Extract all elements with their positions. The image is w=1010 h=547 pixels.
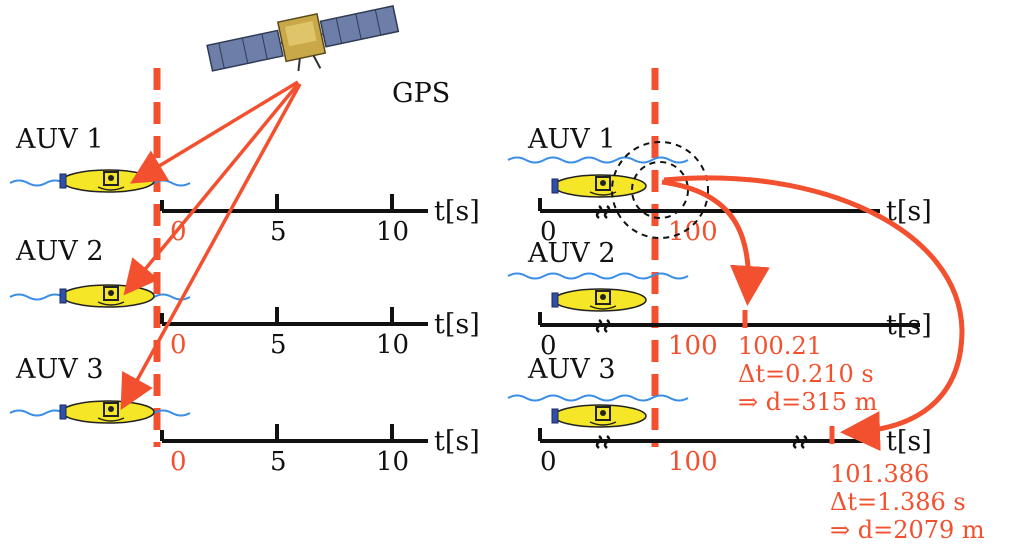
left-auv-3: AUV 3 0 5 10 t[s]: [9, 354, 480, 477]
auv-label: AUV 3: [15, 354, 104, 385]
tick-label: 0: [540, 217, 557, 247]
tick-label: 10: [376, 447, 409, 477]
left-auv-2: AUV 2 0 5 10 t[s]: [9, 236, 480, 360]
auv-icon: [59, 400, 155, 424]
auv-label: AUV 2: [527, 238, 616, 269]
delta-time-label: Δt=1.386 s: [830, 488, 966, 516]
time-axis: [538, 426, 880, 444]
tick-label: 10: [376, 330, 409, 360]
axis-unit-label: t[s]: [434, 196, 480, 227]
wave-icon: [507, 394, 689, 402]
time-axis: [160, 194, 428, 213]
tick-label: 0: [540, 447, 557, 477]
tick-label: 10: [376, 217, 409, 247]
arrival-time-label: 101.386: [830, 460, 929, 488]
left-auv-1: AUV 1 0 5 10 t[s]: [9, 124, 480, 247]
auv-label: AUV 1: [15, 124, 104, 155]
time-axis: [538, 310, 920, 328]
wave-icon: [507, 272, 689, 280]
auv-icon: [59, 284, 155, 308]
auv-icon: [551, 404, 647, 428]
time-axis: [160, 424, 428, 443]
tick-label: 5: [270, 217, 287, 247]
tick-label: 100: [668, 331, 718, 361]
axis-unit-label: t[s]: [434, 426, 480, 457]
axis-unit-label: t[s]: [886, 310, 932, 341]
time-axis: [160, 307, 428, 326]
gps-label: GPS: [392, 78, 450, 109]
right-auv-2: AUV 2 0 100 t[s] 100.21 Δt=0.210 s ⇒ d=3…: [507, 238, 932, 416]
auv-icon: [551, 288, 647, 312]
axis-unit-label: t[s]: [886, 426, 932, 457]
delta-time-label: Δt=0.210 s: [738, 360, 874, 388]
tick-label: 0: [170, 447, 187, 477]
right-auv-3: AUV 3 0 100 t[s] 101.386 Δt=1.386 s ⇒ d=…: [507, 354, 985, 544]
time-axis: [538, 198, 880, 213]
auv-label: AUV 2: [15, 236, 104, 267]
auv-label: AUV 1: [527, 124, 616, 155]
acoustic-arrows: [661, 175, 965, 452]
auv-label: AUV 3: [527, 354, 616, 385]
distance-label: ⇒ d=315 m: [738, 388, 878, 416]
distance-label: ⇒ d=2079 m: [830, 516, 985, 544]
tick-label: 5: [270, 330, 287, 360]
tick-label: 5: [270, 447, 287, 477]
tick-label: 100: [668, 217, 718, 247]
gps-signal-arrows: [120, 80, 302, 411]
right-auv-1: AUV 1 0 100 t[s]: [507, 124, 932, 247]
axis-unit-label: t[s]: [434, 309, 480, 340]
arrival-time-label: 100.21: [738, 332, 822, 360]
auv-icon: [59, 169, 155, 193]
tick-label: 0: [170, 330, 187, 360]
tick-label: 0: [540, 331, 557, 361]
tick-label: 100: [668, 447, 718, 477]
satellite-icon: [206, 5, 400, 72]
